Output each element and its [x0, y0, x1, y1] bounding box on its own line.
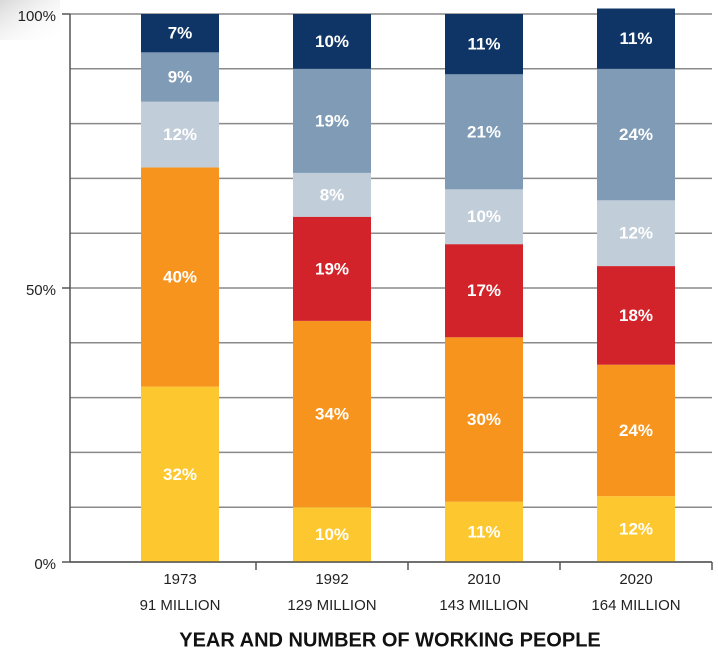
- bar-segment: [293, 507, 371, 562]
- value-label: 11%: [467, 522, 500, 541]
- value-label: 10%: [315, 525, 349, 544]
- bar-segment: [141, 52, 219, 102]
- y-tick-label: 50%: [26, 282, 56, 299]
- value-label: 24%: [619, 125, 653, 144]
- value-label: 30%: [467, 410, 501, 429]
- value-label: 10%: [467, 207, 501, 226]
- value-label: 9%: [168, 68, 193, 87]
- bar-segment: [445, 337, 523, 502]
- bar-segment: [597, 200, 675, 267]
- value-label: 12%: [163, 125, 197, 144]
- value-label: 12%: [619, 520, 653, 539]
- bar-segment: [141, 167, 219, 387]
- value-label: 24%: [619, 421, 653, 440]
- value-label: 21%: [467, 122, 501, 141]
- bar-segment: [445, 14, 523, 75]
- value-label: 10%: [315, 32, 349, 51]
- x-tick-label: 1973: [163, 571, 196, 588]
- value-label: 11%: [467, 35, 500, 54]
- value-label: 32%: [163, 465, 197, 484]
- value-label: 18%: [619, 306, 653, 325]
- value-label: 7%: [168, 24, 193, 43]
- value-label: 8%: [320, 185, 345, 204]
- value-label: 17%: [467, 281, 501, 300]
- bar-segment: [597, 68, 675, 201]
- x-tick-label: 91 MILLION: [140, 597, 221, 614]
- bar-segment: [597, 496, 675, 562]
- y-tick-label: 0%: [34, 556, 56, 573]
- x-axis-title: YEAR AND NUMBER OF WORKING PEOPLE: [179, 629, 601, 651]
- value-label: 11%: [619, 29, 652, 48]
- bar-segment: [597, 364, 675, 497]
- bar-segment: [445, 501, 523, 562]
- x-tick-label: 143 MILLION: [439, 597, 528, 614]
- bar-segment: [597, 266, 675, 365]
- bar-segment: [293, 68, 371, 173]
- bar-segment: [445, 74, 523, 190]
- bar-segment: [293, 172, 371, 217]
- bar-segment: [141, 386, 219, 562]
- x-tick-label: 2020: [619, 571, 652, 588]
- x-tick-label: 2010: [467, 571, 500, 588]
- bar-segment: [445, 189, 523, 245]
- bar-segment: [293, 320, 371, 508]
- x-tick-label: 129 MILLION: [287, 597, 376, 614]
- value-label: 19%: [315, 111, 349, 130]
- value-label: 19%: [315, 259, 349, 278]
- bar-segment: [293, 14, 371, 69]
- bar-segment: [445, 244, 523, 338]
- bar-segment: [597, 8, 675, 69]
- value-label: 12%: [619, 224, 653, 243]
- bar-segment: [141, 14, 219, 53]
- bar-segment: [293, 216, 371, 321]
- y-tick-label: 100%: [18, 8, 56, 25]
- bar-segment: [141, 101, 219, 168]
- x-tick-label: 164 MILLION: [591, 597, 680, 614]
- value-label: 34%: [315, 405, 349, 424]
- value-label: 40%: [163, 268, 197, 287]
- x-tick-label: 1992: [315, 571, 348, 588]
- corner-shade: [0, 0, 60, 40]
